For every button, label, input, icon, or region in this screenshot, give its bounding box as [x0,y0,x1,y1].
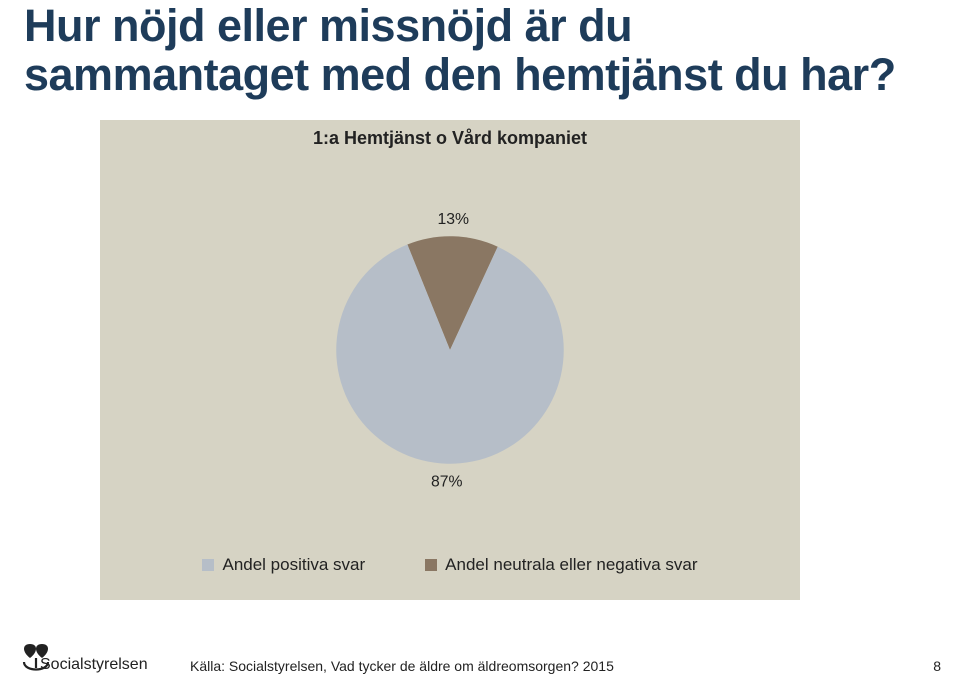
legend-item-neutral-negative: Andel neutrala eller negativa svar [425,555,697,575]
page-title: Hur nöjd eller missnöjd är du sammantage… [24,2,924,99]
pie-slice-label: 13% [437,211,469,228]
legend-swatch-positive [202,559,214,571]
pie-slice-label: 87% [431,473,463,490]
logo-text: Socialstyrelsen [40,656,148,674]
page-number: 8 [933,658,941,674]
legend-label-positive: Andel positiva svar [222,555,365,575]
pie-chart: 13% 87% [310,210,590,490]
chart-subtitle: 1:a Hemtjänst o Vård kompaniet [105,128,795,149]
legend-item-positive: Andel positiva svar [202,555,365,575]
pie-chart-container: 13% 87% [100,170,800,530]
legend-label-neutral-negative: Andel neutrala eller negativa svar [445,555,697,575]
legend-swatch-neutral-negative [425,559,437,571]
legend: Andel positiva svar Andel neutrala eller… [100,555,800,575]
footer-source: Källa: Socialstyrelsen, Vad tycker de äl… [190,658,614,674]
